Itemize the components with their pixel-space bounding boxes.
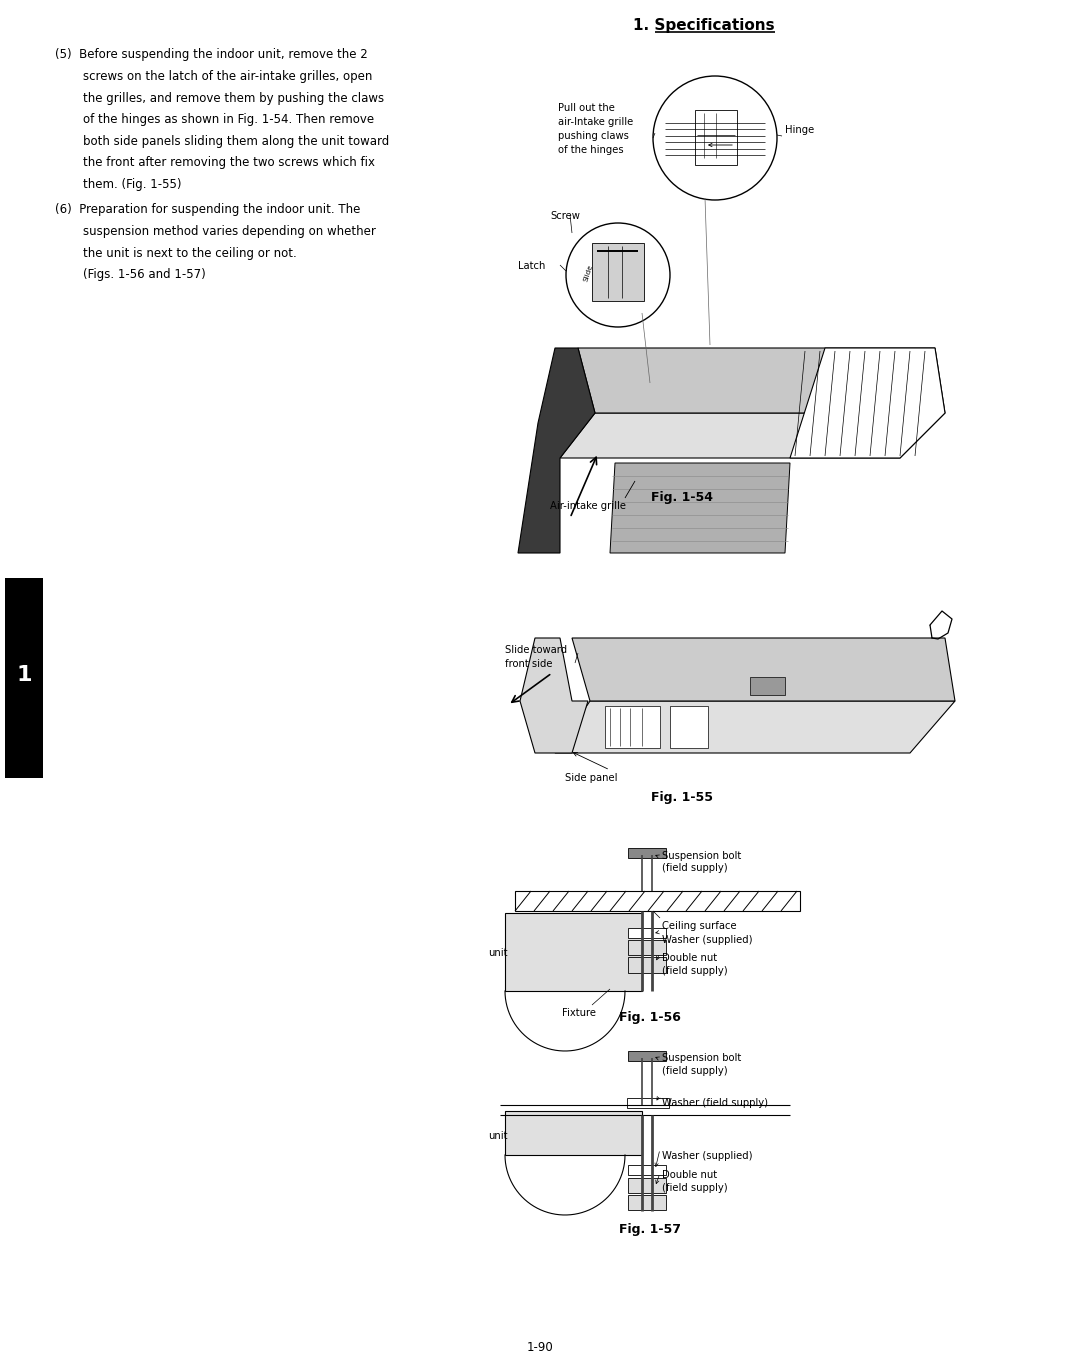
Text: Slide toward: Slide toward: [505, 645, 567, 656]
Text: unit: unit: [488, 1131, 508, 1141]
Text: the unit is next to the ceiling or not.: the unit is next to the ceiling or not.: [83, 247, 297, 259]
Text: Suspension bolt: Suspension bolt: [662, 851, 741, 861]
Bar: [592, 243, 644, 301]
Text: Slide: Slide: [582, 263, 594, 282]
Polygon shape: [578, 348, 945, 413]
Text: 1: 1: [16, 665, 31, 686]
Bar: [515, 891, 800, 910]
Text: (6)  Preparation for suspending the indoor unit. The: (6) Preparation for suspending the indoo…: [55, 203, 361, 215]
Text: Side panel: Side panel: [565, 773, 618, 782]
Text: air-Intake grille: air-Intake grille: [558, 117, 633, 127]
Text: pushing claws: pushing claws: [558, 131, 629, 140]
Polygon shape: [555, 701, 955, 752]
Bar: [5, 578, 43, 778]
Text: Suspension bolt: Suspension bolt: [662, 1054, 741, 1063]
Bar: [627, 1099, 669, 1108]
Text: both side panels sliding them along the unit toward: both side panels sliding them along the …: [83, 135, 389, 147]
Text: Latch: Latch: [518, 260, 545, 271]
Text: Ceiling surface: Ceiling surface: [662, 921, 737, 931]
Text: Double nut: Double nut: [662, 953, 717, 964]
Text: 1-90: 1-90: [527, 1341, 553, 1353]
Text: Fig. 1-55: Fig. 1-55: [651, 791, 713, 804]
Text: Washer (supplied): Washer (supplied): [662, 1150, 753, 1161]
Polygon shape: [518, 348, 595, 553]
Bar: [750, 677, 785, 695]
Text: Washer (field supply): Washer (field supply): [662, 1099, 768, 1108]
Text: of the hinges as shown in Fig. 1-54. Then remove: of the hinges as shown in Fig. 1-54. The…: [83, 113, 374, 125]
Circle shape: [653, 76, 777, 200]
Text: Hinge: Hinge: [785, 125, 814, 135]
Bar: [670, 706, 708, 748]
Text: Fixture: Fixture: [562, 1009, 596, 1018]
Text: (field supply): (field supply): [662, 1066, 728, 1075]
Bar: [627, 957, 666, 973]
Polygon shape: [561, 413, 945, 458]
Bar: [627, 1178, 666, 1193]
Text: unit: unit: [488, 949, 508, 958]
Bar: [627, 1195, 666, 1210]
Text: Pull out the: Pull out the: [558, 104, 615, 113]
Bar: [605, 706, 660, 748]
Polygon shape: [789, 348, 945, 458]
Text: Washer (supplied): Washer (supplied): [662, 935, 753, 945]
Bar: [627, 928, 666, 938]
Text: them. (Fig. 1-55): them. (Fig. 1-55): [83, 177, 181, 191]
Polygon shape: [572, 638, 955, 701]
Polygon shape: [610, 463, 789, 553]
Text: screws on the latch of the air-intake grilles, open: screws on the latch of the air-intake gr…: [83, 70, 373, 83]
Bar: [627, 940, 666, 955]
Text: Screw: Screw: [550, 211, 580, 221]
Text: the front after removing the two screws which fix: the front after removing the two screws …: [83, 155, 375, 169]
Text: (field supply): (field supply): [662, 1183, 728, 1193]
Text: (Figs. 1-56 and 1-57): (Figs. 1-56 and 1-57): [83, 269, 206, 281]
Text: (field supply): (field supply): [662, 863, 728, 872]
Polygon shape: [505, 1111, 642, 1154]
Text: (field supply): (field supply): [662, 966, 728, 976]
Text: front side: front side: [505, 658, 553, 669]
Text: Fig. 1-56: Fig. 1-56: [619, 1011, 680, 1024]
Text: suspension method varies depending on whether: suspension method varies depending on wh…: [83, 225, 376, 239]
Text: the grilles, and remove them by pushing the claws: the grilles, and remove them by pushing …: [83, 91, 384, 105]
Polygon shape: [505, 913, 642, 991]
Circle shape: [566, 224, 670, 327]
Polygon shape: [519, 638, 588, 752]
Text: Fig. 1-57: Fig. 1-57: [619, 1223, 681, 1236]
Text: Double nut: Double nut: [662, 1169, 717, 1180]
Bar: [696, 110, 737, 165]
Text: (5)  Before suspending the indoor unit, remove the 2: (5) Before suspending the indoor unit, r…: [55, 48, 368, 61]
Text: Air-intake grille: Air-intake grille: [550, 502, 626, 511]
Bar: [627, 1051, 666, 1060]
Bar: [627, 1165, 666, 1175]
Text: of the hinges: of the hinges: [558, 144, 623, 155]
Bar: [627, 848, 666, 857]
Text: Fig. 1-54: Fig. 1-54: [651, 491, 713, 504]
Text: 1. Specifications: 1. Specifications: [633, 18, 775, 33]
